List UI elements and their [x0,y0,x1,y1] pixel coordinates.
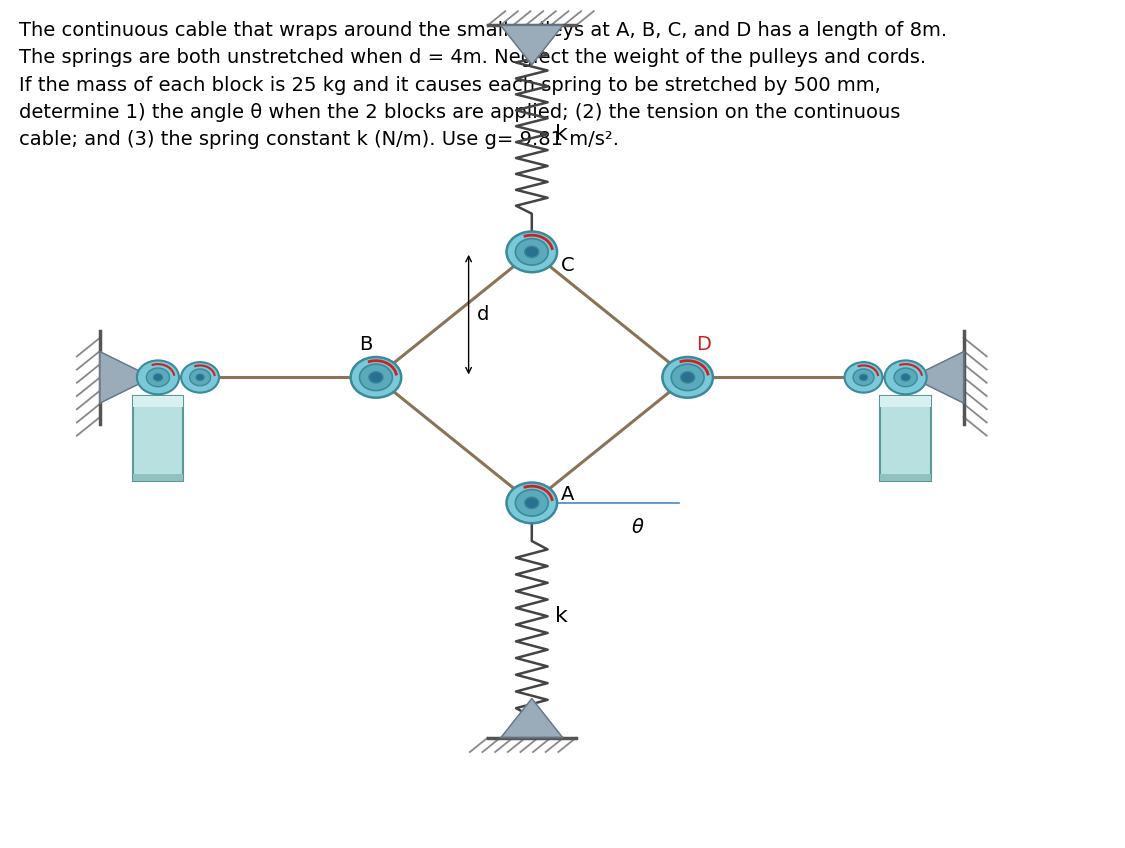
Text: d: d [477,305,489,324]
Circle shape [845,362,882,393]
FancyBboxPatch shape [881,396,930,481]
Circle shape [351,357,402,398]
Circle shape [196,374,205,381]
Text: B: B [359,335,372,354]
Circle shape [506,483,557,523]
FancyBboxPatch shape [133,396,183,407]
Text: k: k [555,125,568,144]
Text: C: C [561,256,575,275]
FancyBboxPatch shape [881,396,930,407]
Circle shape [901,374,910,381]
Circle shape [190,369,210,386]
Circle shape [360,364,393,391]
Text: The continuous cable that wraps around the small pulleys at A, B, C, and D has a: The continuous cable that wraps around t… [19,21,947,149]
FancyBboxPatch shape [133,396,183,481]
FancyBboxPatch shape [881,474,930,481]
Circle shape [369,371,382,383]
Circle shape [663,357,713,398]
Circle shape [524,497,539,509]
Circle shape [181,362,219,393]
FancyBboxPatch shape [133,474,183,481]
Circle shape [524,246,539,258]
Polygon shape [911,352,963,403]
Polygon shape [501,699,562,738]
Circle shape [153,374,163,381]
Circle shape [515,489,548,516]
Circle shape [884,360,927,394]
Text: D: D [696,335,711,354]
Text: A: A [561,485,575,504]
Circle shape [146,368,170,387]
Circle shape [681,371,695,383]
Text: k: k [555,606,568,626]
Circle shape [515,238,548,265]
Circle shape [506,232,557,272]
Circle shape [672,364,704,391]
Text: θ: θ [631,518,644,537]
Circle shape [894,368,917,387]
Polygon shape [501,25,562,64]
Circle shape [853,369,874,386]
Circle shape [860,374,867,381]
Circle shape [137,360,179,394]
Polygon shape [100,352,152,403]
